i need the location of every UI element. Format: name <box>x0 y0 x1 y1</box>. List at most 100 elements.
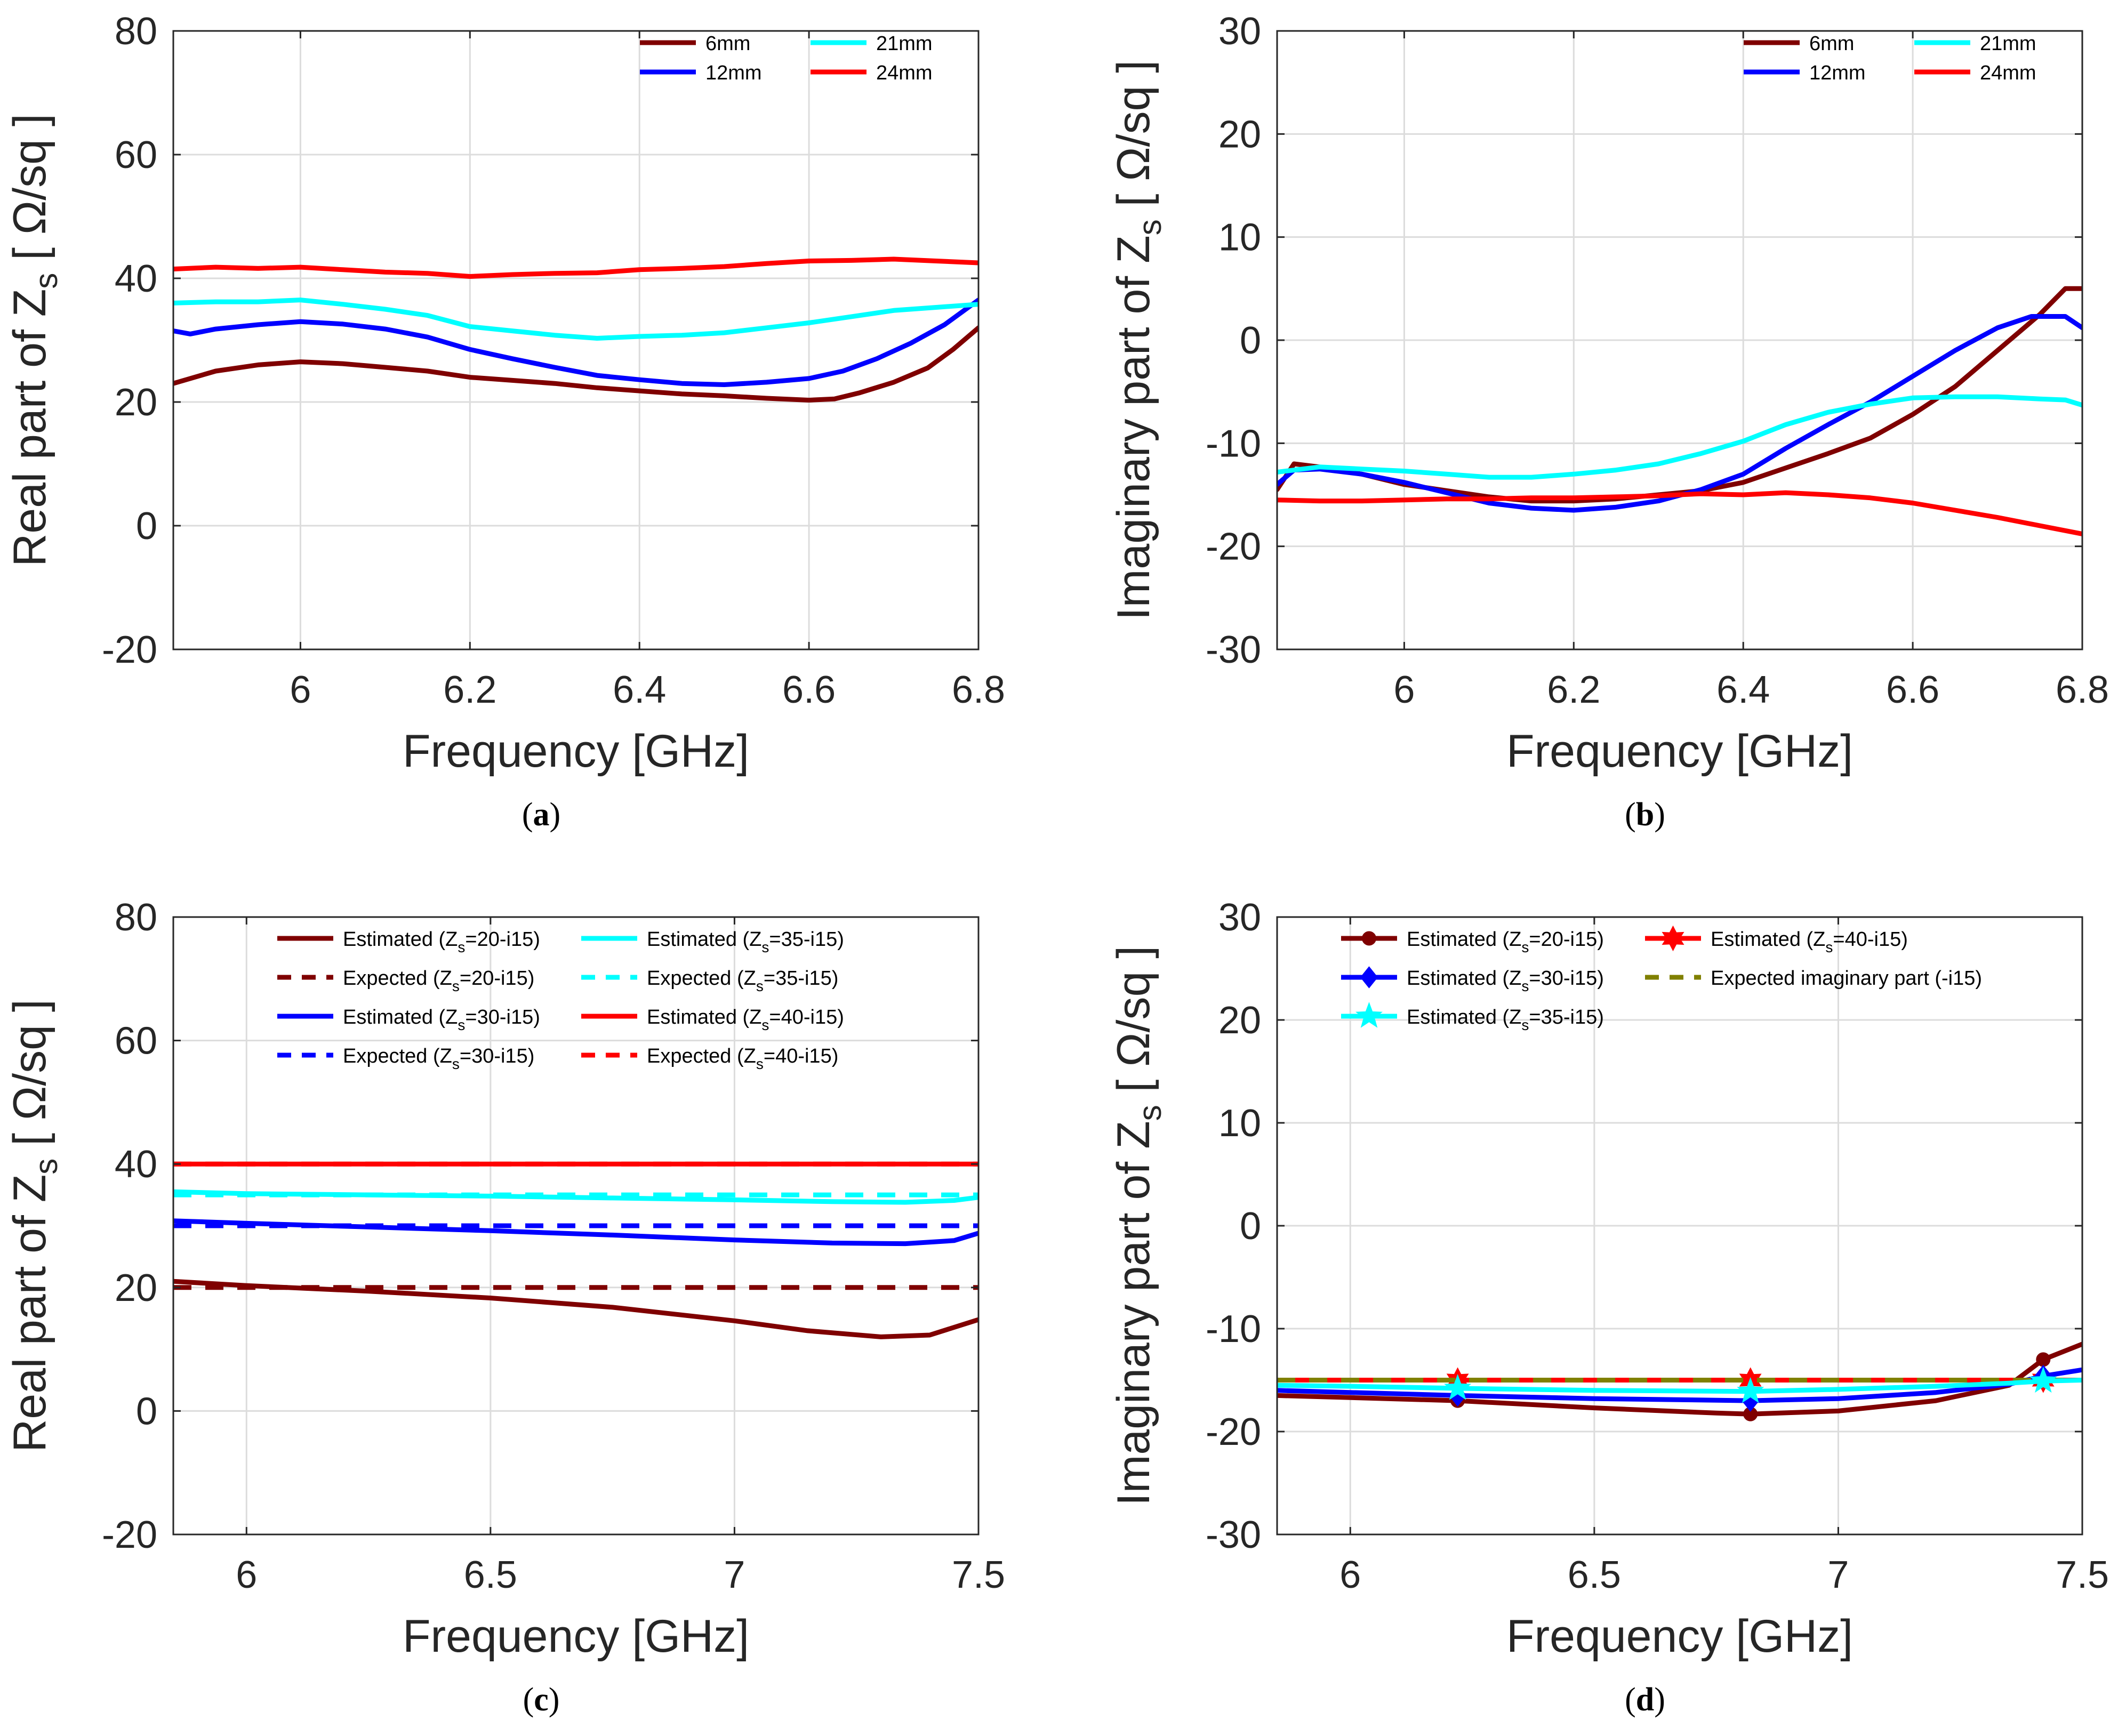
series-line-24mm <box>1277 490 2082 536</box>
caption-paren-open: ( <box>1625 1682 1636 1718</box>
series-line-24mm <box>173 256 978 279</box>
caption-paren-close: ) <box>1654 797 1665 833</box>
legend-label-part: Estimated (Z <box>1407 1006 1521 1028</box>
y-axis-label-sub: s <box>28 1159 64 1175</box>
y-tick-label: 60 <box>115 134 157 176</box>
legend-label-part: =20-i15) <box>460 967 534 990</box>
x-tick-label: 6.8 <box>2056 669 2109 711</box>
legend-label-part: =40-i15) <box>769 1006 844 1028</box>
legend: Estimated (Zs=20-i15)Expected (Zs=20-i15… <box>277 928 844 1072</box>
x-tick-label: 6 <box>1393 669 1415 711</box>
legend-label-part: =35-i15) <box>1529 1006 1603 1028</box>
legend-label: 12mm <box>705 62 762 84</box>
legend-label-part: 6mm <box>705 33 750 55</box>
series-group <box>173 256 978 403</box>
y-axis-label: Real part of Zs [ Ω/sq ] <box>4 999 64 1452</box>
x-tick-label: 7.5 <box>2056 1554 2109 1596</box>
legend-label: 12mm <box>1809 62 1866 84</box>
panel-caption: (d) <box>1625 1682 1665 1718</box>
legend-label-part: 12mm <box>1809 62 1866 84</box>
y-tick-label: 20 <box>1218 113 1261 156</box>
series-line-estimated-zs-35-i15- <box>1277 1378 2082 1394</box>
legend: 6mm 12mm 21mm 24mm <box>640 33 933 84</box>
legend-label: Expected (Zs=35-i15) <box>647 967 838 994</box>
x-tick-label: 6.8 <box>952 669 1005 711</box>
y-tick-label: 10 <box>1218 216 1261 259</box>
x-tick-label: 6.5 <box>1568 1554 1621 1596</box>
legend-label-part: Estimated (Z <box>343 1006 458 1028</box>
chart-a: 6 6.2 6.4 6.6 6.8 -20 0 20 40 60 80 Frequency [GHz]… <box>4 10 1005 833</box>
y-tick-label: -20 <box>1206 1411 1261 1453</box>
y-axis-label-unit: [ Ω/sq ] <box>4 999 55 1158</box>
legend-label-part: Estimated (Z <box>647 1006 761 1028</box>
y-tick-label: -10 <box>1206 422 1261 465</box>
legend-label-part: Expected imaginary part (-i15) <box>1711 967 1982 990</box>
x-tick-label: 6.4 <box>1716 669 1770 711</box>
legend-label-part: Expected (Z <box>647 1045 756 1067</box>
legend-label-part: =20-i15) <box>465 928 540 951</box>
x-tick-label: 6 <box>290 669 311 711</box>
y-axis-label-sub: s <box>1132 1105 1168 1121</box>
y-axis-label-sub: s <box>1132 219 1168 235</box>
legend-label: Estimated (Zs=40-i15) <box>1711 928 1908 955</box>
y-axis-label-sub: s <box>28 273 64 289</box>
legend-label: Expected (Zs=40-i15) <box>647 1045 838 1072</box>
y-axis-label: Imaginary part of Zs [ Ω/sq ] <box>1108 60 1168 620</box>
legend-label-sub: s <box>1521 978 1529 994</box>
y-axis-label: Imaginary part of Zs [ Ω/sq ] <box>1108 946 1168 1506</box>
panel-caption: (c) <box>523 1682 560 1718</box>
y-tick-label: 60 <box>115 1020 157 1063</box>
x-tick-label: 6.2 <box>443 669 496 711</box>
x-axis-label: Frequency [GHz] <box>1506 1611 1853 1662</box>
chart-d: 6 6.5 7 7.5 -30 -20 -10 0 10 20 30 Frequency [GHz] I… <box>1108 896 2109 1718</box>
caption-letter: b <box>1636 797 1654 833</box>
y-tick-label: -10 <box>1206 1308 1261 1351</box>
legend-marker <box>1360 966 1378 988</box>
legend-label-sub: s <box>761 939 769 955</box>
legend-label-part: 21mm <box>1980 33 2036 55</box>
legend-label: 24mm <box>1980 62 2036 84</box>
x-tick-label: 6.5 <box>464 1554 517 1596</box>
y-axis-label-main: Real part of Z <box>4 289 55 567</box>
legend-label: 6mm <box>705 33 750 55</box>
y-tick-label: 0 <box>1240 1205 1261 1248</box>
y-tick-label: 0 <box>136 505 157 548</box>
legend-label-part: Estimated (Z <box>343 928 458 951</box>
x-axis-label: Frequency [GHz] <box>1506 726 1853 777</box>
x-axis-label: Frequency [GHz] <box>403 726 749 777</box>
legend-label: Expected (Zs=30-i15) <box>343 1045 534 1072</box>
y-tick-label: 0 <box>1240 319 1261 362</box>
y-tick-label: 20 <box>1218 999 1261 1042</box>
x-tick-label: 7.5 <box>952 1554 1005 1596</box>
y-tick-label: 30 <box>1218 896 1261 939</box>
x-tick-label: 6 <box>236 1554 257 1596</box>
caption-paren-open: ( <box>523 1682 534 1718</box>
legend-label-sub: s <box>1521 939 1529 955</box>
legend-label: Estimated (Zs=35-i15) <box>647 928 844 955</box>
data-marker <box>1444 1374 1472 1400</box>
legend-label-sub: s <box>1521 1017 1529 1033</box>
legend-label-part: =30-i15) <box>460 1045 534 1067</box>
y-tick-label: 10 <box>1218 1102 1261 1145</box>
legend-label-sub: s <box>1825 939 1833 955</box>
y-tick-label: 0 <box>136 1390 157 1433</box>
x-tick-label: 6.6 <box>782 669 836 711</box>
axes-frame <box>172 30 980 650</box>
legend-label-part: 24mm <box>876 62 933 84</box>
legend-label-sub: s <box>756 1056 764 1072</box>
legend-label-part: 21mm <box>876 33 933 55</box>
series-line-12mm <box>173 298 978 387</box>
legend-label-part: 12mm <box>705 62 762 84</box>
y-tick-label: 40 <box>115 258 157 300</box>
legend-label-part: =20-i15) <box>1529 928 1603 951</box>
data-marker <box>2029 1367 2057 1393</box>
legend-marker <box>1355 1002 1383 1028</box>
legend-marker <box>1362 931 1376 946</box>
x-tick-label: 6.6 <box>1886 669 1939 711</box>
legend-label-sub: s <box>761 1017 769 1033</box>
legend-label-sub: s <box>452 978 460 994</box>
legend-label-part: 6mm <box>1809 33 1854 55</box>
legend-label-sub: s <box>452 1056 460 1072</box>
legend-label: Expected (Zs=20-i15) <box>343 967 534 994</box>
